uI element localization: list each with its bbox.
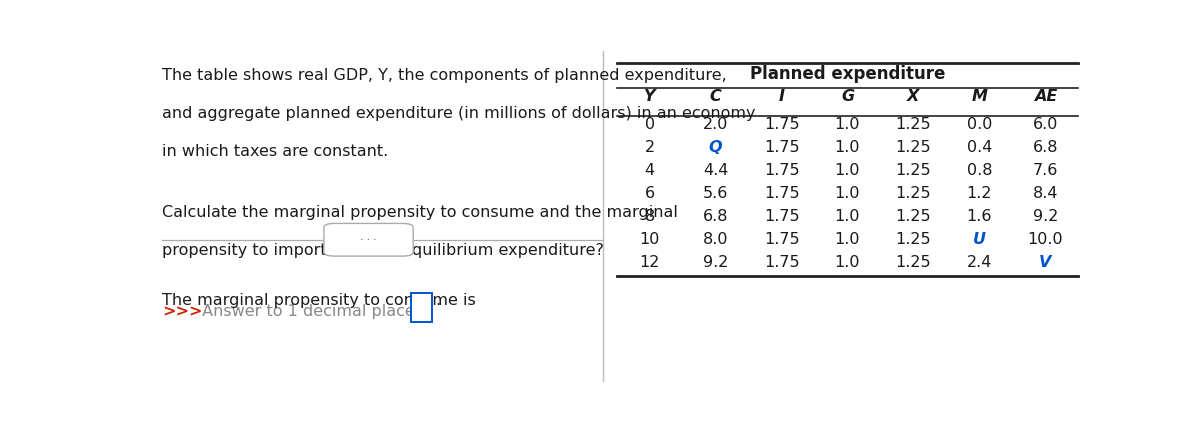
Text: 4.4: 4.4 <box>703 163 728 178</box>
Text: 1.75: 1.75 <box>763 254 799 269</box>
Text: 1.25: 1.25 <box>895 163 931 178</box>
Text: 10.0: 10.0 <box>1027 232 1063 247</box>
Text: 1.75: 1.75 <box>763 117 799 132</box>
Text: 1.25: 1.25 <box>895 254 931 269</box>
Text: 6.8: 6.8 <box>703 209 728 224</box>
Text: 0.0: 0.0 <box>967 117 992 132</box>
Text: AE: AE <box>1033 89 1057 104</box>
Text: Q: Q <box>709 140 722 155</box>
Text: in which taxes are constant.: in which taxes are constant. <box>162 144 389 159</box>
Text: Planned expenditure: Planned expenditure <box>750 65 946 83</box>
Text: 1.75: 1.75 <box>763 163 799 178</box>
Text: M: M <box>971 89 988 104</box>
Text: 8.4: 8.4 <box>1032 186 1058 201</box>
Text: 6: 6 <box>644 186 655 201</box>
Text: V: V <box>1039 254 1051 269</box>
Text: 10: 10 <box>640 232 660 247</box>
Text: 9.2: 9.2 <box>703 254 728 269</box>
Text: 0: 0 <box>644 117 655 132</box>
Text: 1.25: 1.25 <box>895 140 931 155</box>
Text: 1.0: 1.0 <box>835 186 860 201</box>
Text: 2.4: 2.4 <box>967 254 992 269</box>
Text: The table shows real GDP, Y, the components of planned expenditure,: The table shows real GDP, Y, the compone… <box>162 68 727 83</box>
Text: 0.4: 0.4 <box>967 140 992 155</box>
Text: The marginal propensity to consume is: The marginal propensity to consume is <box>162 293 481 308</box>
Text: Y: Y <box>644 89 655 104</box>
Text: 5.6: 5.6 <box>703 186 728 201</box>
Text: 2: 2 <box>644 140 655 155</box>
Text: U: U <box>973 232 985 247</box>
Text: 1.0: 1.0 <box>835 209 860 224</box>
Text: 4: 4 <box>644 163 655 178</box>
Text: 1.0: 1.0 <box>835 254 860 269</box>
Text: Calculate the marginal propensity to consume and the marginal: Calculate the marginal propensity to con… <box>162 205 678 220</box>
Text: 7.6: 7.6 <box>1032 163 1058 178</box>
Text: 1.0: 1.0 <box>835 232 860 247</box>
Text: >>>: >>> <box>162 304 203 319</box>
Text: 1.0: 1.0 <box>835 163 860 178</box>
Text: · · ·: · · · <box>360 235 377 245</box>
Text: 1.75: 1.75 <box>763 232 799 247</box>
Text: 6.8: 6.8 <box>1032 140 1058 155</box>
Text: Answer to 1 decimal place.: Answer to 1 decimal place. <box>198 304 420 319</box>
Text: 1.75: 1.75 <box>763 140 799 155</box>
Text: 1.2: 1.2 <box>966 186 992 201</box>
Text: 6.0: 6.0 <box>1032 117 1058 132</box>
Text: 1.0: 1.0 <box>835 117 860 132</box>
Text: .: . <box>436 293 440 308</box>
Text: I: I <box>779 89 785 104</box>
Text: 1.0: 1.0 <box>835 140 860 155</box>
Text: and aggregate planned expenditure (in millions of dollars) in an economy: and aggregate planned expenditure (in mi… <box>162 106 756 121</box>
Text: C: C <box>710 89 721 104</box>
Text: 1.75: 1.75 <box>763 186 799 201</box>
Text: 2.0: 2.0 <box>703 117 728 132</box>
Text: 0.8: 0.8 <box>966 163 992 178</box>
Text: 1.25: 1.25 <box>895 186 931 201</box>
Text: 1.25: 1.25 <box>895 117 931 132</box>
FancyBboxPatch shape <box>412 293 432 322</box>
Text: G: G <box>841 89 854 104</box>
Text: 12: 12 <box>640 254 660 269</box>
Text: 1.25: 1.25 <box>895 232 931 247</box>
Text: 1.25: 1.25 <box>895 209 931 224</box>
Text: propensity to import. What is equilibrium expenditure?: propensity to import. What is equilibriu… <box>162 243 604 258</box>
Text: 1.75: 1.75 <box>763 209 799 224</box>
Text: 8.0: 8.0 <box>703 232 728 247</box>
Text: 8: 8 <box>644 209 655 224</box>
Text: 9.2: 9.2 <box>1032 209 1058 224</box>
FancyBboxPatch shape <box>324 224 413 256</box>
Text: 1.6: 1.6 <box>966 209 992 224</box>
Text: X: X <box>907 89 919 104</box>
